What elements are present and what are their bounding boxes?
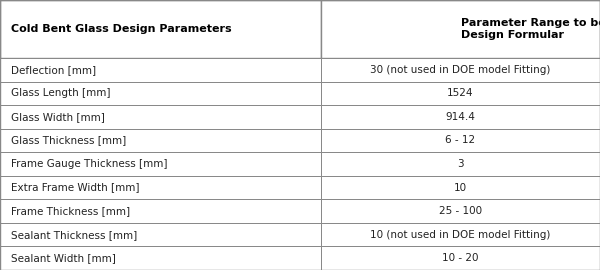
Bar [0, 199, 321, 223]
Bar [0, 0, 321, 58]
Text: Frame Thickness [mm]: Frame Thickness [mm] [11, 206, 130, 216]
Bar [321, 105, 600, 129]
Text: 30 (not used in DOE model Fitting): 30 (not used in DOE model Fitting) [370, 65, 551, 75]
Text: Glass Thickness [mm]: Glass Thickness [mm] [11, 136, 126, 146]
Bar [0, 82, 321, 105]
Text: Deflection [mm]: Deflection [mm] [11, 65, 96, 75]
Bar [0, 152, 321, 176]
Text: 1524: 1524 [447, 88, 474, 98]
Text: 6 - 12: 6 - 12 [445, 136, 476, 146]
Bar [0, 176, 321, 199]
Text: Glass Length [mm]: Glass Length [mm] [11, 88, 110, 98]
Text: Sealant Width [mm]: Sealant Width [mm] [11, 253, 116, 263]
Text: Extra Frame Width [mm]: Extra Frame Width [mm] [11, 183, 139, 193]
Bar [321, 176, 600, 199]
Text: 10 - 20: 10 - 20 [442, 253, 479, 263]
Bar [321, 223, 600, 247]
Text: 10 (not used in DOE model Fitting): 10 (not used in DOE model Fitting) [370, 230, 551, 240]
Bar [0, 247, 321, 270]
Bar [321, 0, 600, 58]
Bar [321, 129, 600, 152]
Text: Sealant Thickness [mm]: Sealant Thickness [mm] [11, 230, 137, 240]
Bar [321, 152, 600, 176]
Bar [321, 247, 600, 270]
Text: Parameter Range to be Evaluated by
Design Formular: Parameter Range to be Evaluated by Desig… [461, 18, 600, 40]
Text: Glass Width [mm]: Glass Width [mm] [11, 112, 104, 122]
Text: 25 - 100: 25 - 100 [439, 206, 482, 216]
Bar [321, 58, 600, 82]
Bar [321, 82, 600, 105]
Text: Frame Gauge Thickness [mm]: Frame Gauge Thickness [mm] [11, 159, 167, 169]
Text: Cold Bent Glass Design Parameters: Cold Bent Glass Design Parameters [11, 24, 232, 34]
Bar [321, 199, 600, 223]
Text: 3: 3 [457, 159, 464, 169]
Bar [0, 105, 321, 129]
Bar [0, 129, 321, 152]
Text: 10: 10 [454, 183, 467, 193]
Bar [0, 223, 321, 247]
Bar [0, 58, 321, 82]
Text: 914.4: 914.4 [446, 112, 475, 122]
